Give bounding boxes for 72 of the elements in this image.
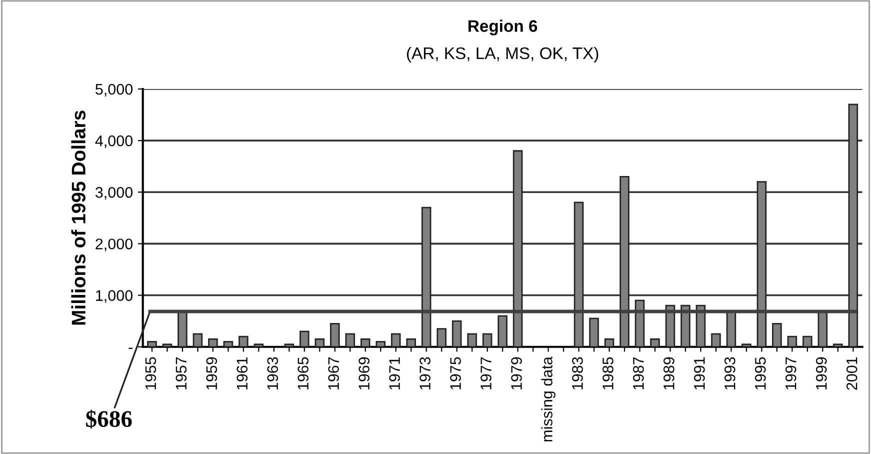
bar xyxy=(147,341,157,347)
bar xyxy=(467,333,477,347)
x-tick-label: 2001 xyxy=(846,357,858,390)
bar xyxy=(345,333,356,347)
x-tick-label: 1991 xyxy=(694,357,705,390)
x-tick-label: 1957 xyxy=(176,357,187,390)
bar xyxy=(452,320,462,347)
bar xyxy=(223,341,234,347)
ref-line-label: $686 xyxy=(86,410,132,429)
x-tick-label: 1963 xyxy=(267,357,278,390)
bar xyxy=(314,338,325,347)
y-tick-label: 5,000 xyxy=(96,84,133,96)
x-tick-label: 1955 xyxy=(145,357,156,390)
y-tick-label: 3,000 xyxy=(95,187,133,200)
x-tick-label: 1977 xyxy=(480,357,492,390)
x-tick-label: 1997 xyxy=(785,357,796,390)
bar xyxy=(650,338,660,347)
x-tick-label: 1959 xyxy=(206,357,218,390)
bar xyxy=(360,338,370,347)
bar xyxy=(390,333,401,347)
bar xyxy=(436,328,446,347)
bar xyxy=(300,330,310,347)
y-axis-title: Millions of 1995 Dollars xyxy=(71,110,86,325)
bar xyxy=(711,333,721,347)
x-tick-label: 1987 xyxy=(633,357,644,390)
bar xyxy=(589,318,599,347)
bar xyxy=(787,336,798,347)
bar xyxy=(162,344,172,347)
x-tick-label: 1961 xyxy=(236,357,248,390)
x-tick-label: 1985 xyxy=(602,357,614,390)
bar xyxy=(802,336,812,347)
bar xyxy=(512,150,523,347)
bar xyxy=(376,341,386,347)
x-tick-label: 1983 xyxy=(572,357,583,390)
x-tick-label: 1967 xyxy=(328,357,339,390)
bar xyxy=(772,322,782,347)
bar xyxy=(254,344,264,347)
bar xyxy=(406,338,416,347)
x-tick-label: missing data xyxy=(541,356,556,442)
bar xyxy=(680,304,690,347)
bar xyxy=(330,322,340,347)
x-tick-label: 1971 xyxy=(389,357,400,390)
bar xyxy=(742,344,752,347)
x-tick-label: 1965 xyxy=(298,357,309,390)
chart-title: Region 6 xyxy=(468,20,538,36)
bar xyxy=(604,338,614,347)
y-tick-label: 4,000 xyxy=(95,135,133,148)
x-tick-label: 1993 xyxy=(724,357,736,390)
bar xyxy=(421,206,432,347)
x-tick-label: 1999 xyxy=(816,357,827,390)
bar xyxy=(634,300,645,347)
bar xyxy=(208,338,218,347)
bar xyxy=(756,181,767,347)
x-tick-label: 1969 xyxy=(358,357,370,390)
bar xyxy=(498,315,508,347)
bar xyxy=(620,176,630,347)
bar xyxy=(833,344,843,347)
bar xyxy=(192,333,203,347)
y-tick-label: 2,000 xyxy=(96,238,133,252)
y-tick-label: 1,000 xyxy=(96,290,133,303)
bar xyxy=(574,202,584,347)
bar xyxy=(848,104,858,347)
y-tick-label: - xyxy=(128,348,132,349)
chart-subtitle: (AR, KS, LA, MS, OK, TX) xyxy=(406,46,598,62)
x-tick-label: 1975 xyxy=(450,357,461,390)
bar xyxy=(482,333,492,347)
bar xyxy=(284,344,294,347)
x-tick-label: 1989 xyxy=(664,357,674,390)
x-tick-label: 1973 xyxy=(420,357,430,390)
x-tick-label: 1979 xyxy=(511,357,522,390)
bar xyxy=(238,336,248,347)
x-tick-label: 1995 xyxy=(754,357,766,390)
